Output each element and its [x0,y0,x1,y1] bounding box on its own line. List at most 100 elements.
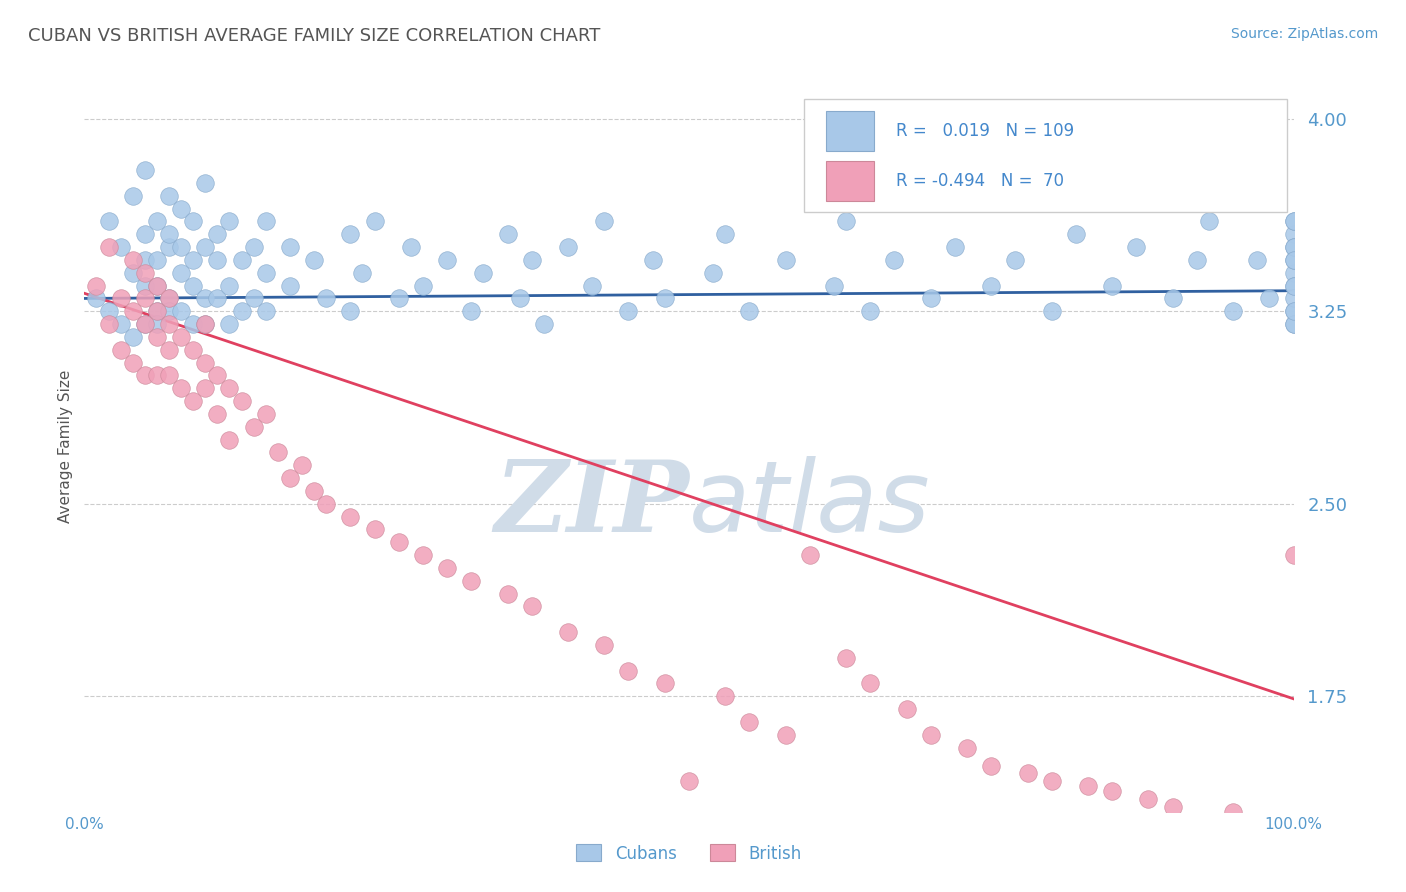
Point [1282,304,1305,318]
Point [835,650,858,665]
Point [134,252,156,267]
Point [1161,799,1184,814]
Point [315,292,337,306]
Point [460,304,482,318]
Point [496,227,519,242]
Point [218,317,240,331]
Point [181,252,204,267]
Point [157,343,180,357]
Point [363,214,385,228]
Point [134,317,156,331]
Point [1185,252,1208,267]
Point [1040,773,1063,788]
Text: R =   0.019   N = 109: R = 0.019 N = 109 [896,122,1074,140]
Point [1077,779,1099,793]
Point [97,214,120,228]
Point [181,343,204,357]
Point [121,252,143,267]
Point [110,240,132,254]
Point [1282,240,1305,254]
Point [943,240,966,254]
Point [194,317,217,331]
Point [593,638,616,652]
Point [339,304,361,318]
Point [1282,214,1305,228]
Point [207,292,229,306]
Point [581,278,603,293]
Point [170,304,193,318]
Y-axis label: Average Family Size: Average Family Size [58,369,73,523]
Point [1282,548,1305,562]
Point [207,227,229,242]
Point [315,497,337,511]
Point [291,458,314,473]
Point [1282,317,1305,331]
Point [980,758,1002,772]
Point [1101,278,1123,293]
Point [254,304,277,318]
Point [121,304,143,318]
Point [1222,805,1244,819]
Point [1282,252,1305,267]
Point [181,317,204,331]
Point [194,240,217,254]
Point [388,292,411,306]
Point [170,202,193,216]
Point [1198,214,1220,228]
Point [352,266,374,280]
Point [509,292,531,306]
Point [97,240,120,254]
Point [242,419,264,434]
Point [278,278,301,293]
Point [242,240,264,254]
Point [207,368,229,383]
Point [799,548,821,562]
Point [714,227,737,242]
Point [146,317,169,331]
Point [363,523,385,537]
Point [896,702,918,716]
Point [436,561,458,575]
Point [1222,304,1244,318]
Point [1282,278,1305,293]
Point [654,676,676,690]
Point [181,214,204,228]
Text: CUBAN VS BRITISH AVERAGE FAMILY SIZE CORRELATION CHART: CUBAN VS BRITISH AVERAGE FAMILY SIZE COR… [28,27,600,45]
Point [339,509,361,524]
Point [267,445,290,459]
Point [194,381,217,395]
Point [980,278,1002,293]
Point [1282,240,1305,254]
Point [859,676,882,690]
Point [1161,292,1184,306]
Point [339,227,361,242]
Point [302,252,325,267]
Point [146,330,169,344]
Point [254,214,277,228]
Point [617,304,640,318]
Point [278,240,301,254]
Point [146,278,169,293]
Point [146,278,169,293]
Legend: Cubans, British: Cubans, British [569,838,808,869]
Point [399,240,422,254]
Point [738,304,761,318]
Point [254,407,277,421]
Bar [825,161,875,201]
Point [97,317,120,331]
Point [146,252,169,267]
Point [1246,252,1268,267]
Point [134,266,156,280]
Bar [825,111,875,152]
Point [557,240,579,254]
Point [157,227,180,242]
Point [1064,227,1087,242]
Point [170,330,193,344]
Point [181,394,204,409]
Point [194,292,217,306]
Point [1258,292,1281,306]
Point [146,368,169,383]
Point [218,433,240,447]
Point [146,304,169,318]
Point [121,355,143,369]
